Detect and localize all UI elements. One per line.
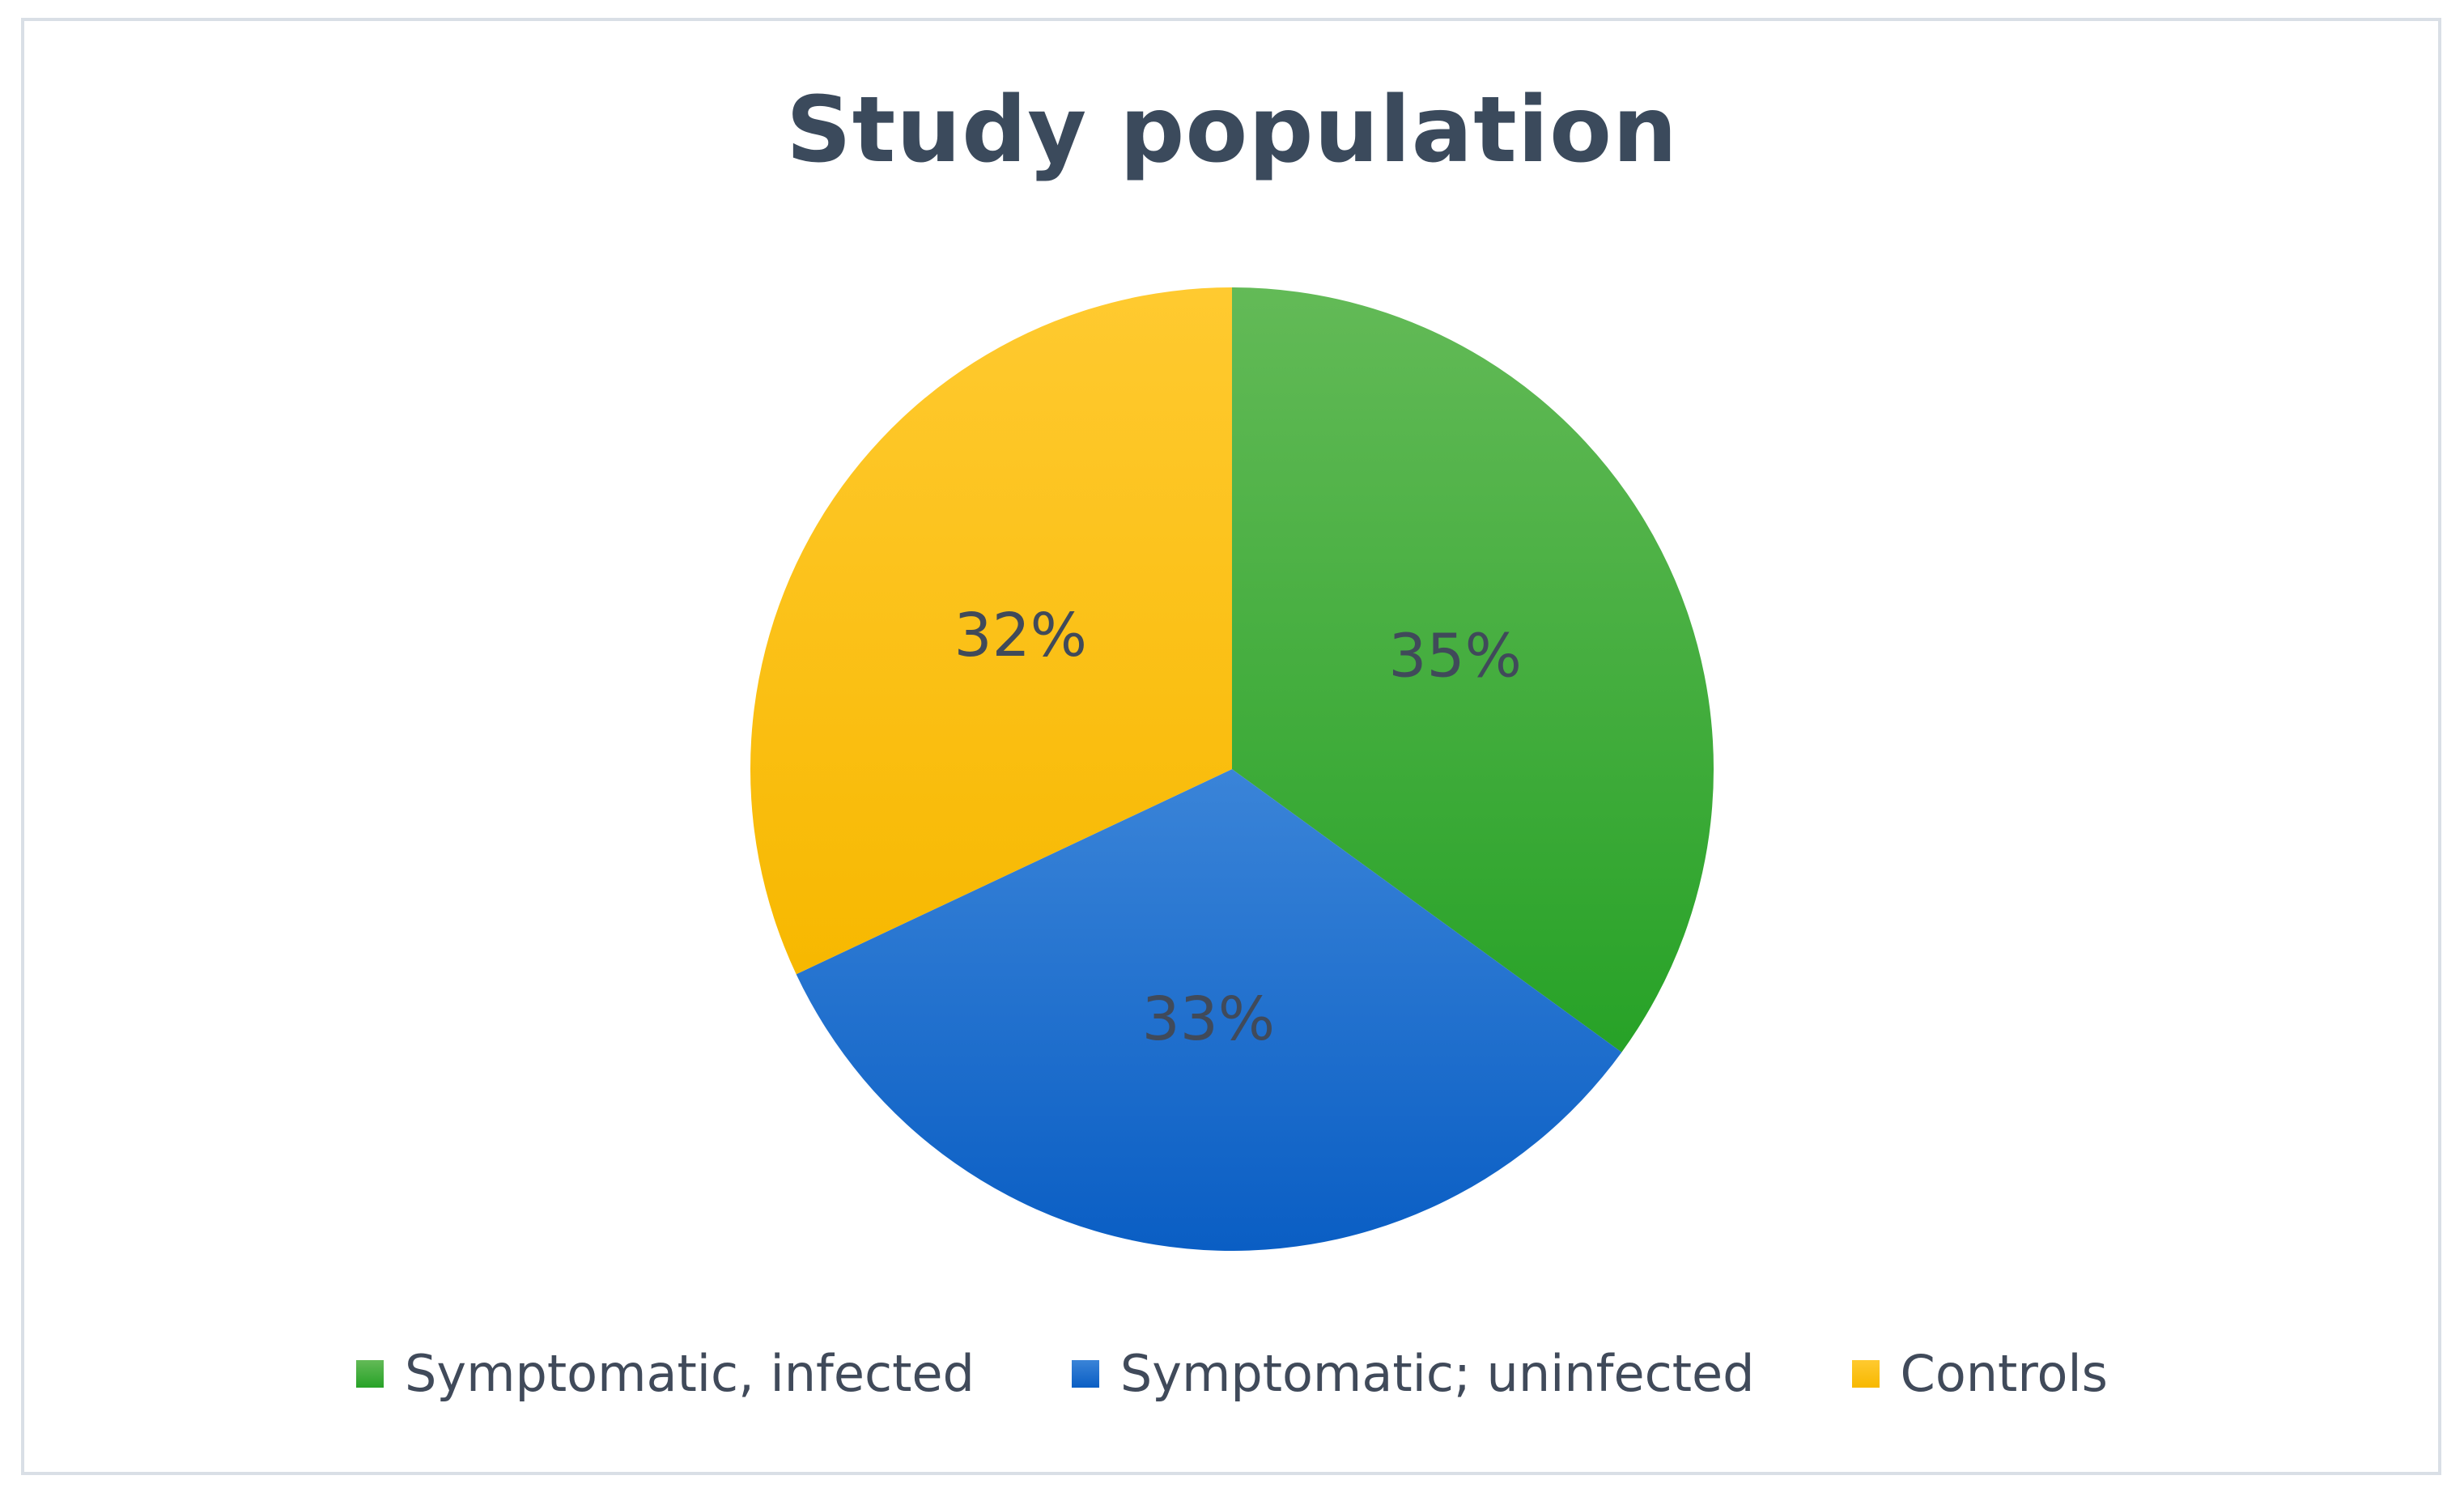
legend-swatch <box>356 1359 384 1388</box>
pie-slice-symptomatic-uninfected <box>796 769 1622 1251</box>
legend: Symptomatic, infected Symptomatic; uninf… <box>0 1344 2464 1403</box>
data-label-symptomatic-infected: 35% <box>1388 622 1521 691</box>
pie-slice-symptomatic-infected <box>1232 287 1714 1052</box>
pie-labels: 35% 33% 32% <box>954 601 1522 1054</box>
legend-label: Symptomatic, infected <box>405 1344 975 1403</box>
data-label-controls: 32% <box>954 601 1087 670</box>
pie-slices <box>750 287 1714 1251</box>
legend-item-controls: Controls <box>1851 1344 2108 1403</box>
pie-slice-controls <box>750 287 1232 975</box>
legend-item-symptomatic-infected: Symptomatic, infected <box>356 1344 975 1403</box>
legend-swatch <box>1071 1359 1099 1388</box>
legend-swatch <box>1851 1359 1880 1388</box>
data-label-symptomatic-uninfected: 33% <box>1142 984 1275 1054</box>
legend-label: Symptomatic; uninfected <box>1119 1344 1755 1403</box>
legend-label: Controls <box>1900 1344 2108 1403</box>
legend-item-symptomatic-uninfected: Symptomatic; uninfected <box>1071 1344 1755 1403</box>
chart-title: Study population <box>786 78 1678 183</box>
